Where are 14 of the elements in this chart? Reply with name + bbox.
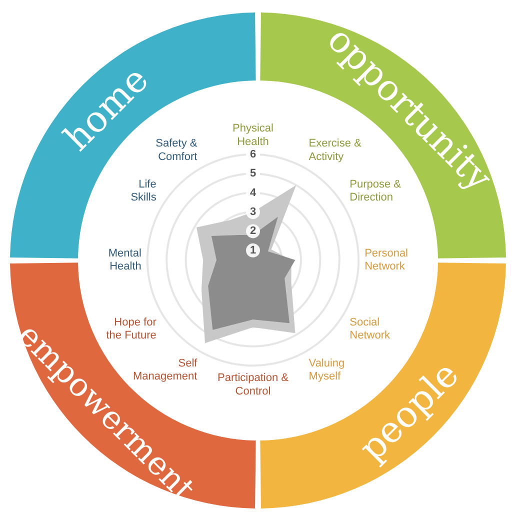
y-tick-label: 4 <box>250 186 257 199</box>
y-tick-label: 6 <box>250 148 256 160</box>
spoke-label: Personal Network <box>364 247 408 273</box>
spoke-label: Physical Health <box>232 122 274 148</box>
y-tick-label: 2 <box>250 225 256 238</box>
spoke-label: Safety & Comfort <box>156 138 198 163</box>
y-tick-label: 5 <box>250 168 256 180</box>
y-tick-label: 1 <box>250 244 256 256</box>
spoke-label: Life Skills <box>130 178 157 204</box>
y-tick-label: 3 <box>250 206 256 218</box>
spoke-label: Participation & Control <box>218 372 290 398</box>
spoke-label: Social Network <box>350 316 390 342</box>
spoke-label: Valuing Myself <box>308 357 345 382</box>
spoke-label: Mental Health <box>108 247 142 273</box>
